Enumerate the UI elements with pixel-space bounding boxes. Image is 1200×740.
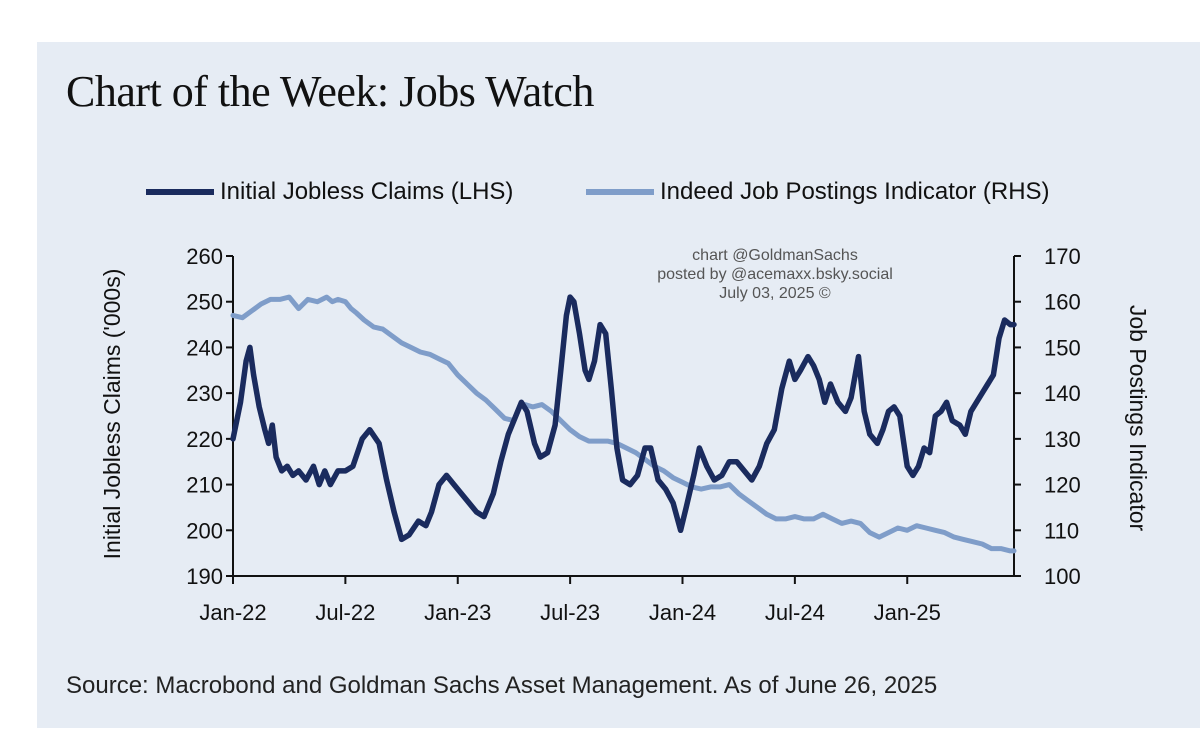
left-tick-label: 200 — [186, 518, 223, 543]
left-tick-label: 260 — [186, 244, 223, 269]
chart-title: Chart of the Week: Jobs Watch — [66, 67, 594, 116]
watermark-line-1: chart @GoldmanSachs — [692, 247, 858, 264]
watermark-line-3: July 03, 2025 © — [719, 285, 831, 302]
right-tick-label: 150 — [1044, 335, 1081, 360]
legend-item-claims: Initial Jobless Claims (LHS) — [146, 174, 513, 210]
left-tick-label: 250 — [186, 290, 223, 315]
left-tick-label: 240 — [186, 335, 223, 360]
x-tick-label: Jul-23 — [540, 600, 600, 625]
right-tick-label: 100 — [1044, 564, 1081, 589]
right-tick-label: 120 — [1044, 473, 1081, 498]
right-tick-label: 110 — [1044, 518, 1079, 543]
x-tick-label: Jul-22 — [315, 600, 375, 625]
legend-item-postings: Indeed Job Postings Indicator (RHS) — [586, 174, 1050, 210]
legend-swatch-claims — [146, 189, 214, 195]
left-tick-label: 210 — [186, 473, 223, 498]
right-tick-label: 170 — [1044, 244, 1081, 269]
x-tick-label: Jan-24 — [649, 600, 716, 625]
watermark-line-2: posted by @acemaxx.bsky.social — [657, 266, 893, 283]
chart-panel — [37, 42, 1200, 728]
right-tick-label: 130 — [1044, 427, 1081, 452]
x-tick-label: Jan-23 — [424, 600, 491, 625]
x-tick-label: Jan-25 — [874, 600, 941, 625]
source-note: Source: Macrobond and Goldman Sachs Asse… — [66, 672, 938, 699]
right-tick-label: 140 — [1044, 381, 1081, 406]
left-tick-label: 220 — [186, 427, 223, 452]
right-tick-label: 160 — [1044, 290, 1081, 315]
legend-swatch-postings — [586, 189, 654, 195]
series-line-postings — [230, 294, 1017, 554]
legend-label-claims: Initial Jobless Claims (LHS) — [220, 178, 514, 205]
x-tick-label: Jan-22 — [199, 600, 266, 625]
left-tick-label: 230 — [186, 381, 223, 406]
left-axis-title: Initial Jobless Claims ('000s) — [99, 269, 125, 560]
watermark: chart @GoldmanSachs posted by @acemaxx.b… — [610, 246, 940, 303]
legend-label-postings: Indeed Job Postings Indicator (RHS) — [660, 178, 1050, 205]
right-axis-title: Job Postings Indicator — [1125, 305, 1151, 532]
x-tick-label: Jul-24 — [765, 600, 825, 625]
left-tick-label: 190 — [186, 564, 223, 589]
series-line-claims — [230, 294, 1017, 543]
